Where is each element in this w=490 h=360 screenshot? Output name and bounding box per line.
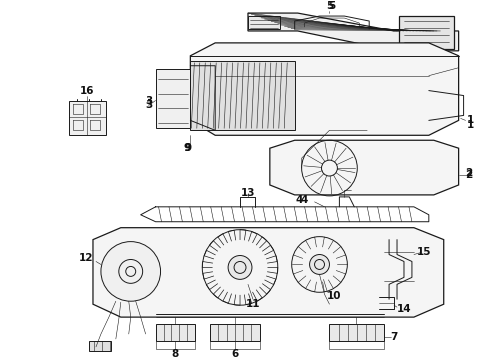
Text: 9: 9 <box>185 143 192 153</box>
Text: 4: 4 <box>301 195 308 205</box>
Text: 9: 9 <box>184 143 191 153</box>
Text: 2: 2 <box>465 168 472 178</box>
Text: 15: 15 <box>416 247 431 257</box>
Polygon shape <box>248 16 280 29</box>
Circle shape <box>228 256 252 279</box>
Polygon shape <box>69 100 106 135</box>
Text: 5: 5 <box>328 1 335 11</box>
Text: 4: 4 <box>296 195 303 205</box>
Text: 1: 1 <box>467 120 474 130</box>
Text: 8: 8 <box>172 349 179 359</box>
Text: 11: 11 <box>245 299 260 309</box>
Polygon shape <box>399 16 454 49</box>
Polygon shape <box>156 324 196 341</box>
Polygon shape <box>190 43 459 135</box>
Text: 12: 12 <box>79 252 93 262</box>
Polygon shape <box>93 228 444 317</box>
Polygon shape <box>156 69 190 128</box>
Text: 5: 5 <box>326 1 333 11</box>
Circle shape <box>310 255 329 274</box>
Text: 14: 14 <box>397 304 411 314</box>
Polygon shape <box>89 341 111 351</box>
Polygon shape <box>190 61 294 130</box>
Text: 1: 1 <box>467 116 474 125</box>
Text: 16: 16 <box>80 86 94 95</box>
Circle shape <box>101 242 161 301</box>
Text: 3: 3 <box>145 95 152 105</box>
Polygon shape <box>329 324 384 341</box>
Text: 13: 13 <box>241 188 255 198</box>
Text: 10: 10 <box>327 291 342 301</box>
Text: 7: 7 <box>391 332 398 342</box>
Text: 2: 2 <box>465 170 472 180</box>
Polygon shape <box>248 13 459 51</box>
Text: 6: 6 <box>231 349 239 359</box>
Polygon shape <box>210 324 260 341</box>
Text: 3: 3 <box>145 100 152 111</box>
Polygon shape <box>270 140 459 195</box>
